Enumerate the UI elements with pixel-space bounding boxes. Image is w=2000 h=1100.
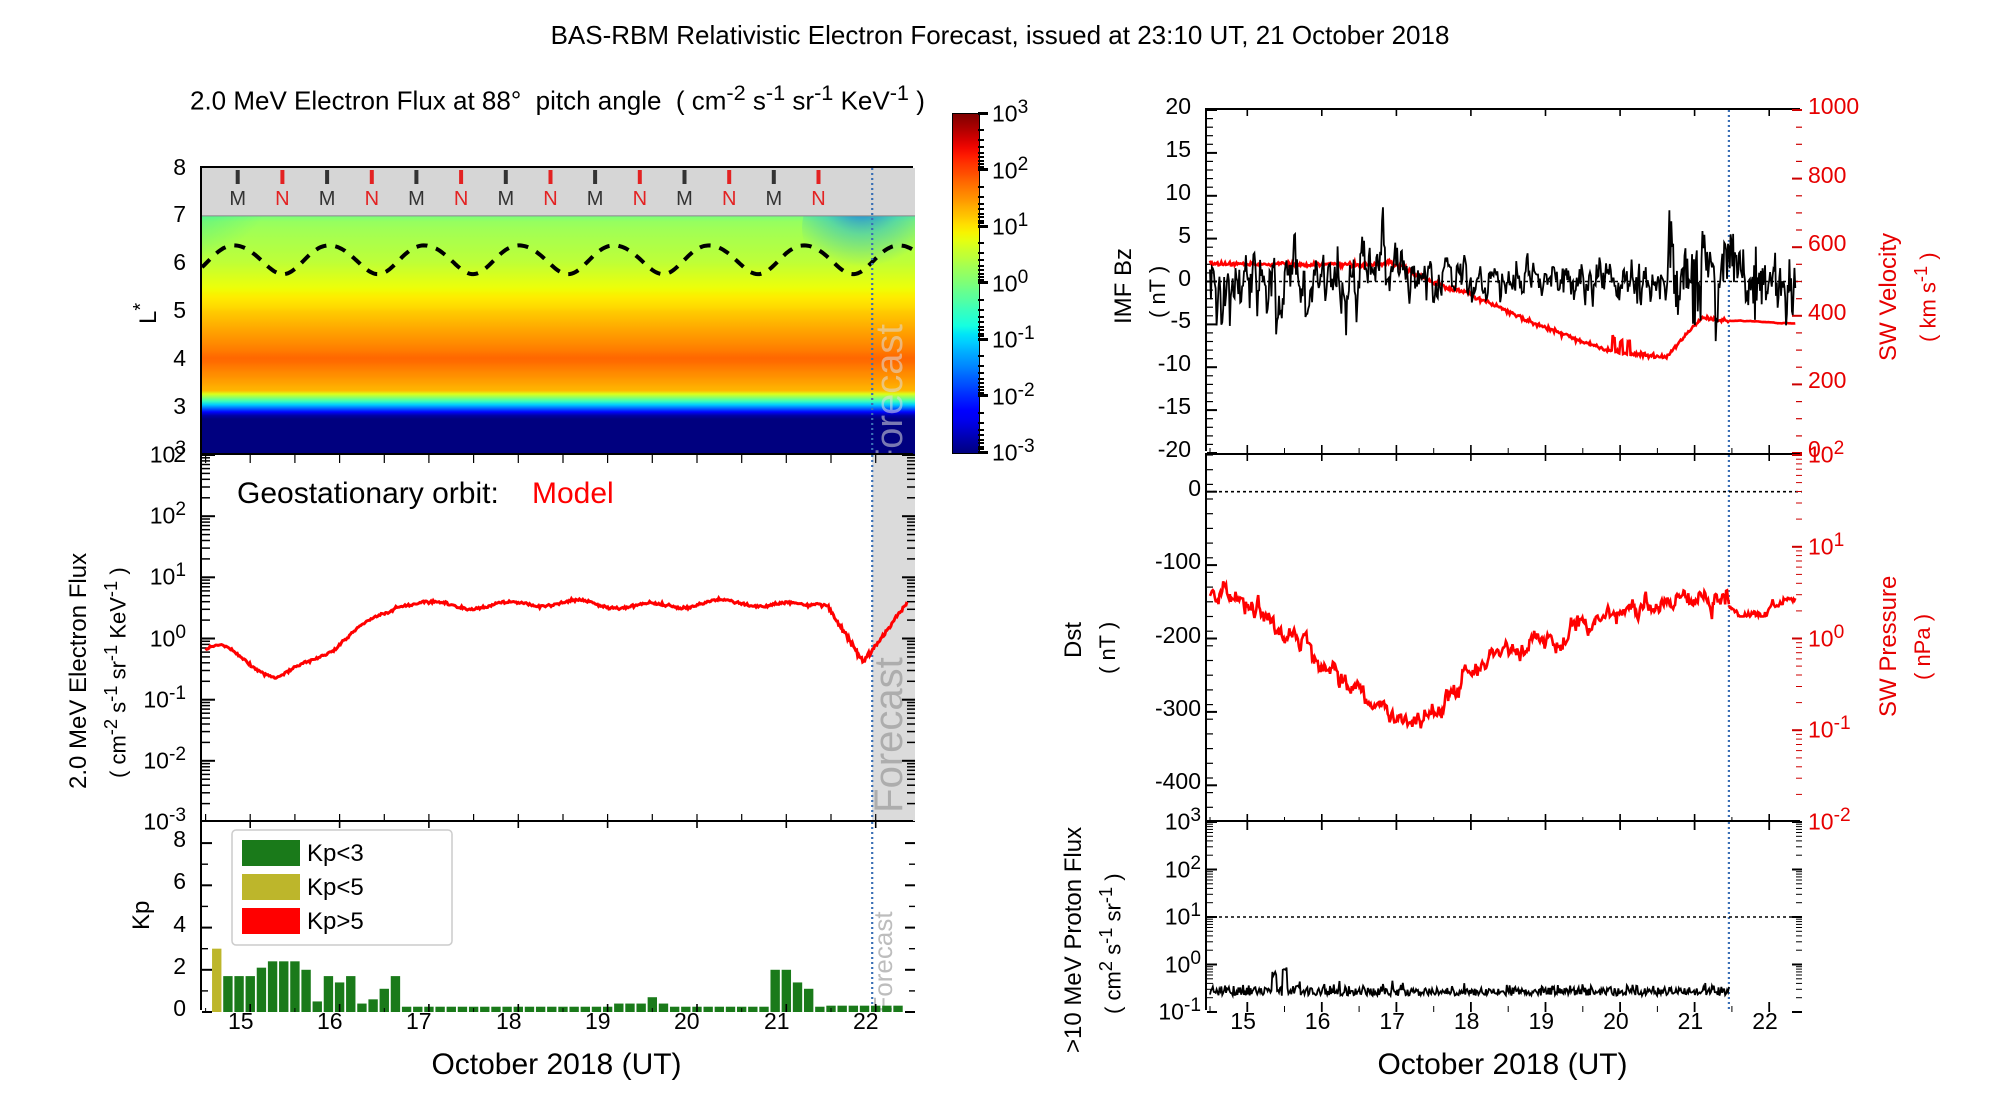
svg-text:M: M bbox=[408, 188, 425, 210]
svg-text:N: N bbox=[454, 188, 468, 210]
svg-text:Geostationary orbit:: Geostationary orbit: bbox=[237, 477, 499, 510]
svg-text:M: M bbox=[765, 188, 782, 210]
svg-text:Kp<3: Kp<3 bbox=[307, 840, 364, 867]
svg-text:M: M bbox=[587, 188, 604, 210]
svg-text:N: N bbox=[811, 188, 825, 210]
svg-text:Forecast: Forecast bbox=[867, 657, 911, 813]
svg-text:N: N bbox=[633, 188, 647, 210]
svg-text:N: N bbox=[365, 188, 379, 210]
svg-text:Kp<5: Kp<5 bbox=[307, 874, 364, 901]
svg-text:N: N bbox=[722, 188, 736, 210]
svg-text:M: M bbox=[497, 188, 514, 210]
svg-text:Forecast: Forecast bbox=[868, 911, 898, 1013]
svg-text:M: M bbox=[319, 188, 336, 210]
svg-text:Forecast: Forecast bbox=[869, 324, 911, 472]
svg-text:Model: Model bbox=[532, 477, 614, 510]
svg-text:N: N bbox=[543, 188, 557, 210]
svg-text:N: N bbox=[275, 188, 289, 210]
svg-text:M: M bbox=[676, 188, 693, 210]
svg-text:M: M bbox=[229, 188, 246, 210]
svg-text:Kp>5: Kp>5 bbox=[307, 908, 364, 935]
